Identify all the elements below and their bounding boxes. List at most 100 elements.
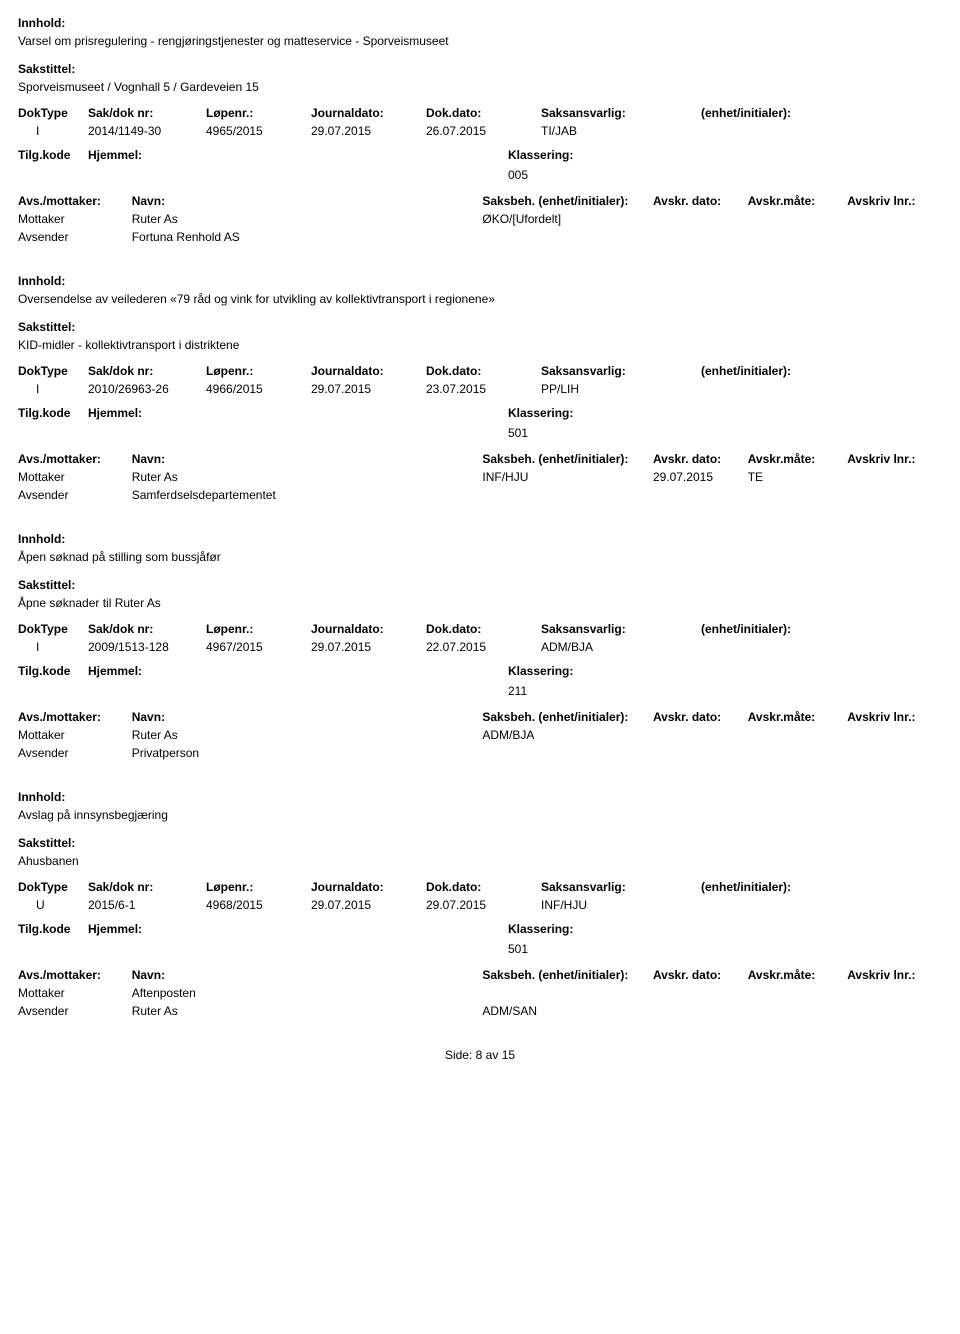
doc-header-row: DokTypeSak/dok nr:Løpenr.:Journaldato:Do… — [18, 878, 942, 896]
avsmot-label: Avs./mottaker: — [18, 450, 132, 468]
party-row: MottakerAftenposten — [18, 984, 942, 1002]
innhold-value: Avslag på innsynsbegjæring — [18, 808, 942, 822]
ansv-label: Saksansvarlig: — [541, 878, 701, 896]
avskr-dato-label: Avskr. dato: — [653, 450, 748, 468]
party-role: Mottaker — [18, 468, 132, 486]
doktype-label: DokType — [18, 878, 88, 896]
tilg-row: Tilg.kodeHjemmel:Klassering: — [18, 662, 942, 680]
saksbeh-label: Saksbeh. (enhet/initialer): — [482, 708, 653, 726]
party-avskriv-lnr — [847, 468, 942, 486]
ansv-label: Saksansvarlig: — [541, 620, 701, 638]
party-role: Mottaker — [18, 210, 132, 228]
sakstittel-label: Sakstittel: — [18, 320, 942, 334]
klass-value: 501 — [508, 426, 942, 440]
klass-label: Klassering: — [508, 404, 608, 422]
party-avskriv-lnr — [847, 486, 942, 504]
innhold-value: Åpen søknad på stilling som bussjåfør — [18, 550, 942, 564]
party-avskriv-lnr — [847, 744, 942, 762]
avsmot-label: Avs./mottaker: — [18, 708, 132, 726]
saksbeh-label: Saksbeh. (enhet/initialer): — [482, 192, 653, 210]
enhet-value — [701, 122, 901, 140]
avskr-mate-label: Avskr.måte: — [748, 192, 848, 210]
avskr-dato-label: Avskr. dato: — [653, 708, 748, 726]
party-avskr-mate — [748, 486, 848, 504]
enhet-label: (enhet/initialer): — [701, 620, 901, 638]
navn-label: Navn: — [132, 192, 483, 210]
party-row: AvsenderRuter AsADM/SAN — [18, 1002, 942, 1020]
avsmot-label: Avs./mottaker: — [18, 966, 132, 984]
sakstittel-label: Sakstittel: — [18, 62, 942, 76]
innhold-label: Innhold: — [18, 16, 942, 30]
party-role: Avsender — [18, 228, 132, 246]
klass-value: 211 — [508, 684, 942, 698]
party-header-row: Avs./mottaker:Navn:Saksbeh. (enhet/initi… — [18, 708, 942, 726]
jdato-value: 29.07.2015 — [311, 122, 426, 140]
party-avskr-mate — [748, 1002, 848, 1020]
gap — [18, 52, 942, 58]
party-header-row: Avs./mottaker:Navn:Saksbeh. (enhet/initi… — [18, 966, 942, 984]
party-saksbeh — [482, 228, 653, 246]
tilg-row: Tilg.kodeHjemmel:Klassering: — [18, 146, 942, 164]
klass-label: Klassering: — [508, 146, 608, 164]
doktype-label: DokType — [18, 362, 88, 380]
ansv-label: Saksansvarlig: — [541, 104, 701, 122]
enhet-value — [701, 638, 901, 656]
party-saksbeh — [482, 486, 653, 504]
sakdok-label: Sak/dok nr: — [88, 104, 206, 122]
lopen-label: Løpenr.: — [206, 878, 311, 896]
doc-value-row: I2010/26963-264966/201529.07.201523.07.2… — [18, 380, 942, 398]
sakdok-label: Sak/dok nr: — [88, 620, 206, 638]
page-footer: Side: 8 av 15 — [18, 1048, 942, 1062]
party-row: AvsenderSamferdselsdepartementet — [18, 486, 942, 504]
party-avskr-dato — [653, 210, 748, 228]
saksbeh-label: Saksbeh. (enhet/initialer): — [482, 450, 653, 468]
klass-label: Klassering: — [508, 662, 608, 680]
party-saksbeh: ADM/BJA — [482, 726, 653, 744]
ddato-label: Dok.dato: — [426, 362, 541, 380]
lopen-value: 4967/2015 — [206, 638, 311, 656]
journal-record: Innhold:Oversendelse av veilederen «79 r… — [18, 274, 942, 504]
footer-side-label: Side: — [445, 1048, 472, 1062]
enhet-value — [701, 380, 901, 398]
sakdok-value: 2009/1513-128 — [88, 638, 206, 656]
ddato-value: 29.07.2015 — [426, 896, 541, 914]
party-avskriv-lnr — [847, 210, 942, 228]
party-avskr-dato — [653, 1002, 748, 1020]
party-avskr-mate — [748, 210, 848, 228]
klass-value: 501 — [508, 942, 942, 956]
gap — [18, 568, 942, 574]
sakstittel-value: Ahusbanen — [18, 854, 942, 868]
ansv-label: Saksansvarlig: — [541, 362, 701, 380]
sakstittel-value: Åpne søknader til Ruter As — [18, 596, 942, 610]
doc-header-row: DokTypeSak/dok nr:Løpenr.:Journaldato:Do… — [18, 620, 942, 638]
avsmot-label: Avs./mottaker: — [18, 192, 132, 210]
navn-label: Navn: — [132, 708, 483, 726]
hjemmel-label: Hjemmel: — [88, 146, 508, 164]
party-role: Mottaker — [18, 984, 132, 1002]
party-saksbeh: ØKO/[Ufordelt] — [482, 210, 653, 228]
party-name: Ruter As — [132, 468, 483, 486]
jdato-label: Journaldato: — [311, 878, 426, 896]
avskriv-lnr-label: Avskriv lnr.: — [847, 450, 942, 468]
party-role: Avsender — [18, 486, 132, 504]
doktype-value: U — [18, 896, 88, 914]
party-row: AvsenderPrivatperson — [18, 744, 942, 762]
party-header-row: Avs./mottaker:Navn:Saksbeh. (enhet/initi… — [18, 192, 942, 210]
ddato-label: Dok.dato: — [426, 104, 541, 122]
party-role: Mottaker — [18, 726, 132, 744]
party-avskr-dato: 29.07.2015 — [653, 468, 748, 486]
klass-value: 005 — [508, 168, 942, 182]
sakdok-value: 2010/26963-26 — [88, 380, 206, 398]
journal-record: Innhold: Varsel om prisregulering - rengj… — [18, 16, 942, 246]
sakdok-value: 2014/1149-30 — [88, 122, 206, 140]
records-container: Innhold: Varsel om prisregulering - rengj… — [18, 16, 942, 1020]
party-avskr-mate — [748, 984, 848, 1002]
sakdok-label: Sak/dok nr: — [88, 878, 206, 896]
sakstittel-label: Sakstittel: — [18, 836, 942, 850]
innhold-value: Varsel om prisregulering - rengjøringstj… — [18, 34, 942, 48]
hjemmel-label: Hjemmel: — [88, 920, 508, 938]
jdato-value: 29.07.2015 — [311, 896, 426, 914]
party-saksbeh — [482, 744, 653, 762]
party-avskr-mate — [748, 726, 848, 744]
innhold-value: Oversendelse av veilederen «79 råd og vi… — [18, 292, 942, 306]
